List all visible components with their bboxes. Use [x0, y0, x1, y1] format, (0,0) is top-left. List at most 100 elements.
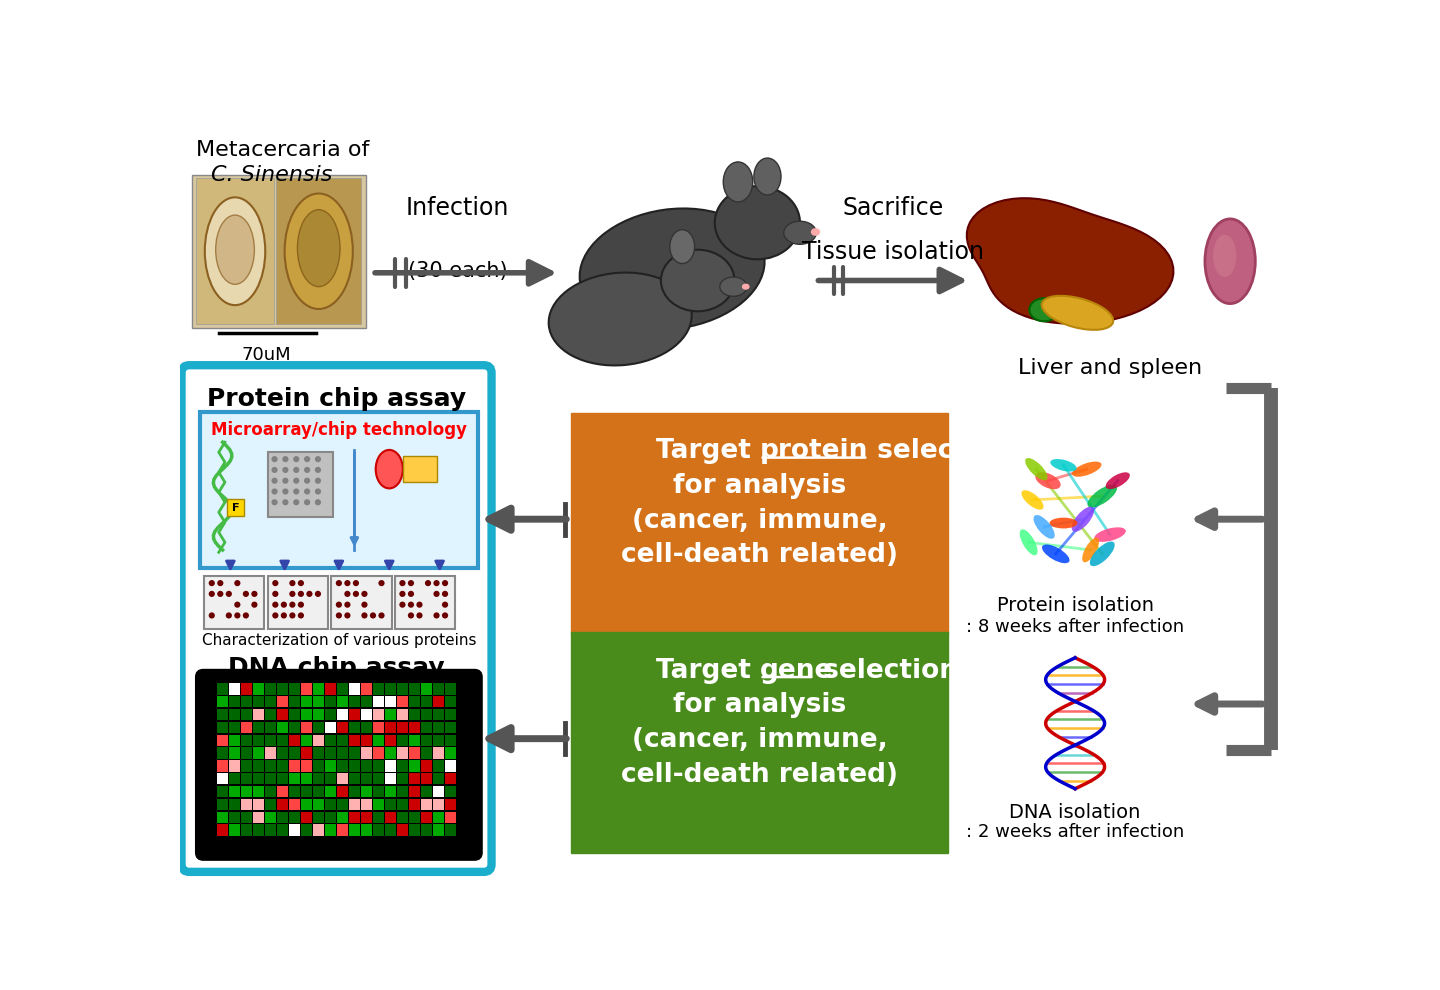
Bar	[314, 683, 324, 695]
Bar	[278, 709, 288, 720]
Text: Tissue isolation: Tissue isolation	[802, 241, 984, 264]
Bar	[301, 812, 312, 823]
Bar	[350, 786, 360, 797]
Ellipse shape	[549, 272, 691, 365]
Bar	[325, 760, 336, 771]
Circle shape	[361, 580, 367, 586]
FancyBboxPatch shape	[268, 576, 328, 630]
Bar	[373, 786, 384, 797]
Ellipse shape	[298, 210, 340, 287]
Bar	[289, 735, 300, 745]
Ellipse shape	[1041, 296, 1113, 330]
Bar	[301, 760, 312, 771]
Bar	[289, 696, 300, 707]
Circle shape	[307, 613, 312, 619]
Circle shape	[315, 602, 321, 608]
Ellipse shape	[1043, 544, 1070, 563]
Circle shape	[289, 580, 295, 586]
Bar	[278, 722, 288, 733]
Bar	[433, 786, 444, 797]
Bar	[422, 683, 432, 695]
Bar	[265, 709, 276, 720]
Bar	[229, 825, 240, 836]
Bar	[301, 747, 312, 758]
Bar	[361, 825, 372, 836]
Bar	[278, 825, 288, 836]
Bar	[325, 773, 336, 784]
Bar	[397, 722, 408, 733]
Bar	[325, 696, 336, 707]
Circle shape	[281, 580, 287, 586]
Circle shape	[281, 591, 287, 597]
FancyBboxPatch shape	[276, 178, 361, 325]
Bar	[433, 773, 444, 784]
Bar	[314, 812, 324, 823]
Ellipse shape	[580, 209, 765, 330]
Ellipse shape	[1087, 485, 1117, 508]
Bar	[242, 786, 252, 797]
Text: (cancer, immune,: (cancer, immune,	[632, 508, 887, 534]
Bar	[253, 709, 264, 720]
Circle shape	[243, 602, 249, 608]
Bar	[373, 760, 384, 771]
Bar	[373, 696, 384, 707]
Ellipse shape	[1205, 219, 1256, 304]
FancyBboxPatch shape	[197, 671, 481, 858]
Circle shape	[226, 613, 232, 619]
Bar	[445, 760, 456, 771]
Text: (30 each): (30 each)	[408, 261, 507, 281]
Circle shape	[425, 613, 431, 619]
Bar	[253, 735, 264, 745]
Bar	[397, 747, 408, 758]
Bar	[433, 799, 444, 810]
Bar	[433, 696, 444, 707]
Bar	[397, 773, 408, 784]
Bar	[253, 812, 264, 823]
Bar	[373, 825, 384, 836]
Text: Protein isolation: Protein isolation	[996, 596, 1153, 615]
Bar	[361, 812, 372, 823]
Bar	[361, 709, 372, 720]
Circle shape	[272, 477, 278, 484]
FancyBboxPatch shape	[204, 576, 265, 630]
Bar	[337, 799, 348, 810]
Ellipse shape	[661, 249, 734, 311]
Bar	[265, 773, 276, 784]
Bar	[373, 747, 384, 758]
Bar	[217, 747, 228, 758]
Bar	[229, 760, 240, 771]
Text: cell-death related): cell-death related)	[621, 543, 899, 568]
Ellipse shape	[1050, 518, 1077, 529]
Bar	[253, 786, 264, 797]
Bar	[229, 786, 240, 797]
Bar	[253, 747, 264, 758]
Bar	[289, 825, 300, 836]
Ellipse shape	[714, 186, 801, 259]
Bar	[445, 773, 456, 784]
FancyBboxPatch shape	[403, 456, 438, 482]
Circle shape	[272, 613, 278, 619]
Bar	[265, 760, 276, 771]
Bar	[325, 709, 336, 720]
Circle shape	[298, 591, 304, 597]
Bar	[409, 722, 420, 733]
Circle shape	[408, 591, 415, 597]
Ellipse shape	[1071, 507, 1094, 532]
Circle shape	[272, 467, 278, 473]
Circle shape	[272, 499, 278, 505]
Bar	[301, 825, 312, 836]
Bar	[289, 709, 300, 720]
Text: Microarray/chip technology: Microarray/chip technology	[210, 422, 467, 440]
Bar	[386, 799, 396, 810]
Text: Target: Target	[655, 439, 760, 464]
Circle shape	[209, 580, 215, 586]
Bar	[301, 683, 312, 695]
Bar	[397, 825, 408, 836]
Bar	[217, 760, 228, 771]
Circle shape	[252, 580, 258, 586]
Bar	[361, 722, 372, 733]
Ellipse shape	[670, 230, 694, 263]
Bar	[325, 812, 336, 823]
Bar	[301, 773, 312, 784]
Circle shape	[361, 591, 367, 597]
